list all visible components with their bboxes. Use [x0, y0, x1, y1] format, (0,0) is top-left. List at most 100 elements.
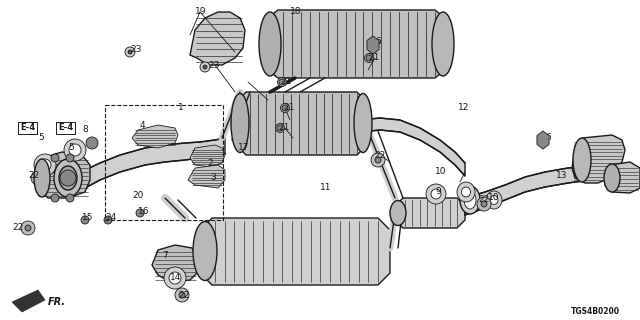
- Ellipse shape: [54, 159, 82, 197]
- Circle shape: [104, 216, 112, 224]
- Circle shape: [51, 194, 59, 202]
- Circle shape: [81, 216, 89, 224]
- Ellipse shape: [354, 93, 372, 153]
- Circle shape: [200, 62, 210, 72]
- Circle shape: [282, 105, 288, 111]
- Polygon shape: [132, 125, 178, 148]
- Text: 11: 11: [320, 183, 332, 193]
- Ellipse shape: [604, 164, 620, 192]
- Polygon shape: [605, 162, 640, 193]
- Ellipse shape: [39, 159, 51, 171]
- Circle shape: [279, 79, 285, 85]
- Text: 5: 5: [38, 133, 44, 142]
- Polygon shape: [85, 138, 225, 188]
- Ellipse shape: [464, 191, 476, 209]
- Ellipse shape: [164, 267, 186, 289]
- Text: 19: 19: [195, 7, 207, 17]
- Polygon shape: [190, 145, 225, 167]
- Ellipse shape: [573, 138, 591, 182]
- Ellipse shape: [390, 201, 406, 226]
- Ellipse shape: [169, 272, 181, 284]
- Text: 23: 23: [208, 60, 220, 69]
- Text: 18: 18: [290, 7, 301, 17]
- Ellipse shape: [432, 12, 454, 76]
- Text: 12: 12: [458, 103, 469, 113]
- Circle shape: [481, 201, 487, 207]
- Text: 4: 4: [140, 121, 146, 130]
- Circle shape: [51, 154, 59, 162]
- Circle shape: [125, 47, 135, 57]
- Circle shape: [25, 225, 31, 231]
- Text: FR.: FR.: [48, 297, 66, 307]
- Polygon shape: [395, 198, 465, 228]
- Polygon shape: [238, 92, 365, 155]
- Polygon shape: [152, 245, 198, 282]
- Circle shape: [60, 170, 76, 186]
- Ellipse shape: [259, 12, 281, 76]
- Ellipse shape: [365, 53, 374, 62]
- Text: 2: 2: [207, 158, 212, 167]
- Text: E-4: E-4: [58, 124, 73, 132]
- Ellipse shape: [431, 189, 441, 199]
- Ellipse shape: [34, 159, 50, 197]
- Ellipse shape: [461, 187, 470, 197]
- Text: 10: 10: [435, 167, 447, 177]
- Circle shape: [21, 221, 35, 235]
- Ellipse shape: [280, 103, 289, 113]
- Circle shape: [136, 209, 144, 217]
- Ellipse shape: [59, 166, 77, 190]
- Text: 10: 10: [488, 194, 499, 203]
- Text: 22: 22: [28, 171, 39, 180]
- Circle shape: [35, 175, 41, 181]
- Circle shape: [371, 153, 385, 167]
- Text: E-4: E-4: [20, 124, 35, 132]
- Text: 15: 15: [82, 213, 93, 222]
- Circle shape: [66, 194, 74, 202]
- Text: 9: 9: [435, 188, 441, 196]
- Text: 13: 13: [556, 171, 568, 180]
- Circle shape: [86, 137, 98, 149]
- Ellipse shape: [457, 182, 475, 202]
- Text: 5: 5: [68, 143, 74, 153]
- Polygon shape: [367, 36, 379, 54]
- Text: 22: 22: [178, 291, 189, 300]
- Text: 22: 22: [478, 196, 489, 204]
- Text: 6: 6: [375, 37, 381, 46]
- Text: TGS4B0200: TGS4B0200: [571, 308, 620, 316]
- Ellipse shape: [278, 77, 287, 86]
- Text: 14: 14: [170, 274, 181, 283]
- Text: 3: 3: [210, 173, 216, 182]
- Ellipse shape: [490, 196, 498, 204]
- Ellipse shape: [486, 191, 502, 209]
- Circle shape: [277, 125, 283, 131]
- Text: 21: 21: [283, 103, 294, 113]
- Ellipse shape: [69, 144, 81, 156]
- Ellipse shape: [64, 139, 86, 161]
- Circle shape: [31, 171, 45, 185]
- Circle shape: [66, 154, 74, 162]
- Text: 21: 21: [368, 53, 380, 62]
- Text: 7: 7: [162, 251, 168, 260]
- Text: 6: 6: [545, 133, 551, 142]
- Ellipse shape: [275, 124, 285, 132]
- Text: 22: 22: [12, 223, 23, 233]
- Polygon shape: [190, 12, 245, 65]
- Text: 17: 17: [238, 143, 250, 153]
- Text: 23: 23: [130, 45, 141, 54]
- Text: 21: 21: [280, 77, 291, 86]
- Polygon shape: [360, 118, 465, 176]
- Polygon shape: [465, 166, 590, 215]
- Circle shape: [175, 288, 189, 302]
- Ellipse shape: [460, 186, 480, 214]
- Text: 24: 24: [105, 213, 116, 222]
- Polygon shape: [200, 218, 390, 285]
- Polygon shape: [188, 165, 225, 188]
- Text: 21: 21: [278, 124, 289, 132]
- Polygon shape: [12, 290, 45, 312]
- Circle shape: [375, 157, 381, 163]
- Circle shape: [477, 197, 491, 211]
- Text: 1: 1: [178, 103, 184, 113]
- Polygon shape: [537, 131, 549, 149]
- Circle shape: [203, 65, 207, 69]
- Ellipse shape: [426, 184, 446, 204]
